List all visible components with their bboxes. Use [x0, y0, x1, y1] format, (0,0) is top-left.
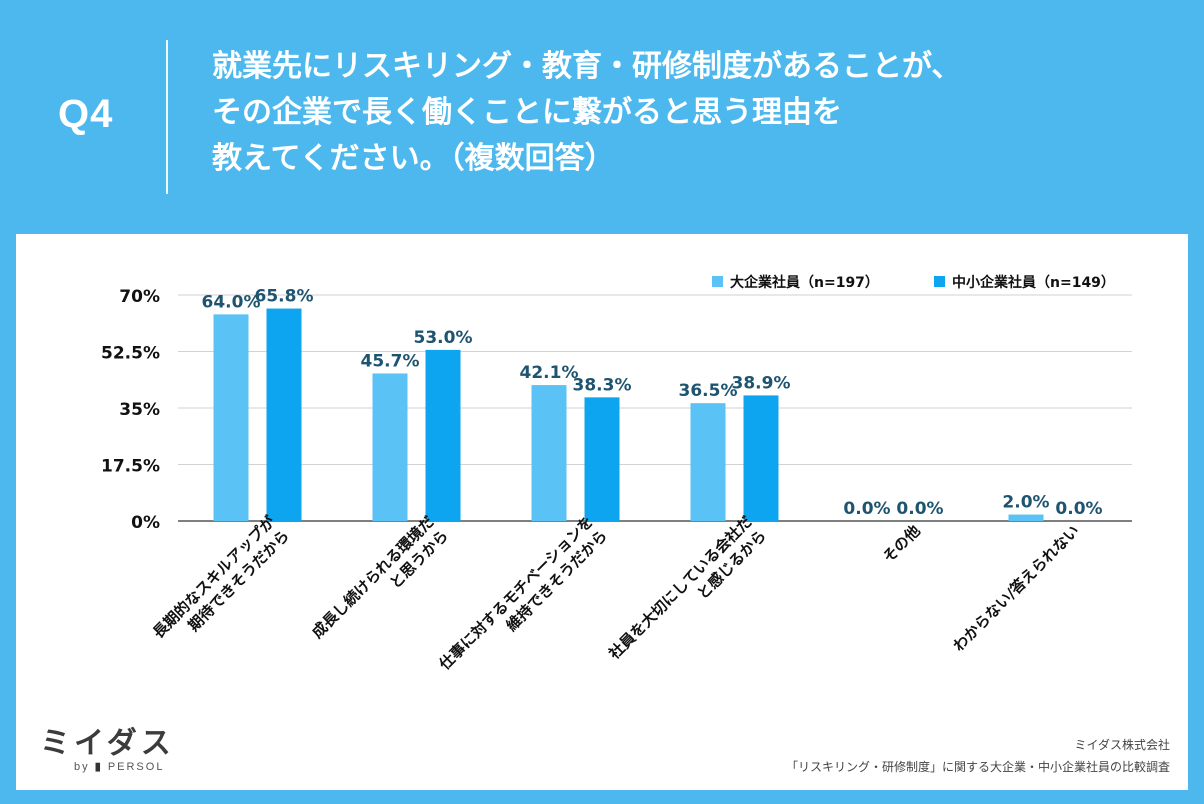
logo-text: ミイダス — [40, 726, 175, 761]
source-credit: ミイダス株式会社 「リスキリング・研修制度」に関する大企業・中小企業社員の比較調… — [786, 734, 1170, 778]
x-tick-label-line: その他 — [879, 522, 924, 567]
logo-brand: PERSOL — [107, 761, 165, 773]
bar — [266, 308, 302, 521]
x-tick-label: 長期的なスキルアップが期待できそうだから — [149, 512, 293, 656]
bar — [690, 403, 726, 521]
header-divider — [166, 40, 168, 194]
bar-value-label: 53.0% — [414, 328, 473, 348]
bar — [584, 397, 620, 521]
question-number: Q4 — [58, 92, 114, 136]
bar-value-label: 65.8% — [255, 287, 314, 307]
survey-name: 「リスキリング・研修制度」に関する大企業・中小企業社員の比較調査 — [785, 760, 1170, 774]
x-tick-label-line: わからない/答えられない — [950, 522, 1083, 655]
legend-swatch — [934, 276, 945, 287]
x-tick-label: 成長し続けられる環境だと思うから — [308, 512, 452, 656]
x-tick-label: 社員を大切にしている会社だと感じるから — [605, 512, 770, 677]
logo-by: by — [74, 761, 90, 773]
y-tick-label: 35% — [119, 400, 160, 420]
header: Q4 就業先にリスキリング・教育・研修制度があることが、 その企業で長く働くこと… — [0, 0, 1204, 232]
bar-value-label: 42.1% — [520, 363, 579, 383]
bar-value-label: 0.0% — [896, 499, 943, 519]
bar-value-label: 2.0% — [1002, 493, 1049, 513]
y-tick-label: 52.5% — [101, 344, 160, 364]
logo-sub: by ▮ PERSOL — [74, 760, 164, 773]
bar — [531, 385, 567, 521]
title-line: 就業先にリスキリング・教育・研修制度があることが、 — [212, 49, 962, 84]
bar-value-label: 0.0% — [843, 499, 890, 519]
bar — [425, 349, 461, 521]
legend-label: 中小企業社員（n=149） — [952, 274, 1115, 291]
y-tick-label: 0% — [131, 513, 160, 533]
bar-value-label: 0.0% — [1055, 499, 1102, 519]
logo-mark-icon: ▮ — [94, 761, 103, 773]
x-tick-label-line: 長期的なスキルアップが — [149, 512, 279, 642]
x-tick-label: 仕事に対するモチベーションを維持できそうだから — [435, 512, 611, 688]
bar-value-label: 64.0% — [202, 292, 261, 312]
x-tick-label-line: 仕事に対するモチベーションを — [435, 512, 597, 674]
y-tick-label: 17.5% — [101, 457, 160, 477]
x-tick-label: その他 — [879, 522, 924, 567]
y-tick-label: 70% — [119, 287, 160, 307]
bar-value-label: 36.5% — [679, 381, 738, 401]
x-tick-label: わからない/答えられない — [950, 522, 1083, 655]
x-tick-label-line: 成長し続けられる環境だ — [308, 512, 437, 641]
question-title: 就業先にリスキリング・教育・研修制度があることが、 その企業で長く働くことに繋が… — [212, 44, 1172, 182]
bar-value-label: 38.9% — [732, 373, 791, 393]
company-name: ミイダス株式会社 — [1074, 738, 1170, 752]
x-tick-label-line: 社員を大切にしている会社だ — [605, 512, 756, 663]
bar-value-label: 38.3% — [573, 375, 632, 395]
title-line: 教えてください。（複数回答） — [212, 141, 615, 176]
brand-logo: ミイダス by ▮ PERSOL — [40, 718, 175, 773]
bar — [743, 395, 779, 521]
legend-label: 大企業社員（n=197） — [730, 274, 879, 291]
legend-swatch — [712, 276, 723, 287]
bar-value-label: 45.7% — [361, 351, 420, 371]
title-line: その企業で長く働くことに繋がると思う理由を — [212, 95, 842, 130]
bar — [372, 373, 408, 521]
bar — [213, 314, 249, 521]
bar — [1008, 514, 1044, 521]
